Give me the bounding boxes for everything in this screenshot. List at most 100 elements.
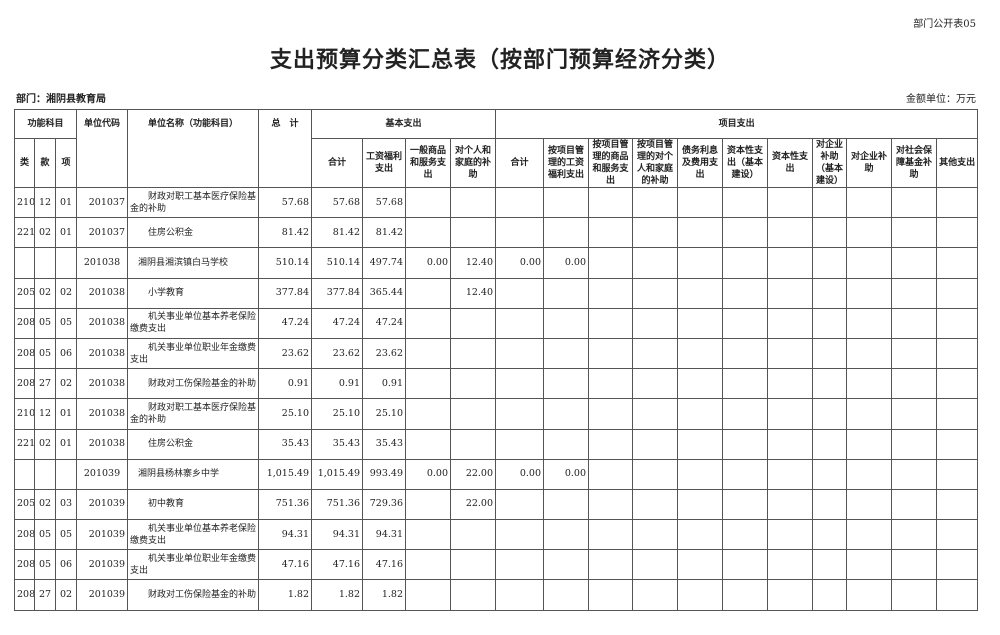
cell-total: 1,015.49	[258, 458, 312, 490]
table-row: 221 02 01 201038 住房公积金 35.43 35.43 35.43	[14, 428, 979, 460]
cell-project-amount	[846, 428, 893, 460]
cell-project-amount	[812, 549, 848, 581]
cell-project-amount	[936, 519, 979, 551]
header-xiang: 项	[55, 138, 77, 188]
cell-project-amount	[543, 277, 590, 309]
cell-basic-amount	[449, 186, 497, 219]
table-row: 210 12 01 201038 财政对职工基本医疗保险基金的补助 25.10 25.10 2…	[14, 398, 979, 430]
cell-project-amount	[722, 579, 769, 611]
cell-project-amount	[543, 428, 590, 460]
cell-unit-code: 201038	[76, 307, 128, 339]
cell-unit-name: 住房公积金	[127, 428, 259, 460]
cell-xiang	[55, 247, 77, 279]
cell-project-amount: 0.00	[543, 247, 590, 279]
cell-total: 35.43	[258, 428, 312, 460]
cell-project-amount	[543, 488, 590, 521]
cell-basic-amount: 47.24	[362, 307, 406, 339]
cell-xiang: 05	[55, 307, 77, 339]
cell-project-amount	[677, 549, 724, 581]
cell-basic-amount: 57.68	[362, 186, 406, 219]
cell-basic-amount	[449, 519, 497, 551]
table-row: 205 02 02 201038 小学教育 377.84 377.84 365.44 12.40	[14, 277, 979, 309]
page-title: 支出预算分类汇总表（按部门预算经济分类）	[269, 47, 730, 73]
header-basic-col: 对个人和家庭的补助	[449, 138, 497, 188]
cell-project-amount	[891, 519, 938, 551]
cell-project-amount	[588, 277, 634, 309]
cell-total: 94.31	[258, 519, 312, 551]
cell-kuan: 02	[34, 277, 56, 309]
cell-project-amount	[891, 277, 938, 309]
cell-unit-name: 住房公积金	[127, 217, 259, 249]
cell-project-amount	[846, 579, 893, 611]
cell-unit-name: 湘阴县湘滨镇白马学校	[127, 247, 259, 279]
cell-project-amount	[891, 549, 938, 581]
cell-project-amount	[495, 579, 545, 611]
cell-basic-amount: 0.00	[405, 247, 451, 279]
cell-project-amount	[588, 186, 634, 219]
cell-project-amount	[632, 368, 679, 400]
cell-project-amount	[543, 368, 590, 400]
header-project-col: 合计	[495, 138, 545, 188]
cell-lei: 208	[14, 549, 35, 581]
cell-lei: 221	[14, 428, 35, 460]
table-row: 201039 湘阴县杨林寨乡中学 1,015.49 1,015.49 993.49 0.0…	[14, 458, 979, 490]
cell-project-amount	[588, 458, 634, 490]
cell-total: 23.62	[258, 337, 312, 370]
cell-basic-amount: 94.31	[362, 519, 406, 551]
cell-basic-amount	[405, 186, 451, 219]
cell-project-amount	[588, 519, 634, 551]
cell-total: 0.91	[258, 368, 312, 400]
cell-project-amount	[722, 247, 769, 279]
cell-basic-amount	[405, 307, 451, 339]
cell-project-amount	[588, 398, 634, 430]
cell-xiang: 01	[55, 398, 77, 430]
cell-basic-amount: 12.40	[449, 247, 497, 279]
cell-lei: 208	[14, 519, 35, 551]
cell-project-amount	[677, 277, 724, 309]
cell-project-amount	[846, 519, 893, 551]
cell-project-amount	[722, 458, 769, 490]
cell-total: 510.14	[258, 247, 312, 279]
cell-basic-amount	[405, 579, 451, 611]
cell-basic-amount: 81.42	[311, 217, 363, 249]
cell-lei: 221	[14, 217, 35, 249]
cell-project-amount	[936, 277, 979, 309]
cell-unit-code: 201037	[76, 217, 128, 249]
table-row: 208 05 06 201038 机关事业单位职业年金缴费支出 23.62 23.62 23.…	[14, 337, 979, 370]
cell-project-amount	[812, 307, 848, 339]
budget-table: 功能科目 单位代码 单位名称（功能科目） 总 计 基本支出 项目支出 类 款 项…	[14, 109, 979, 611]
cell-kuan: 12	[34, 398, 56, 430]
cell-project-amount	[846, 398, 893, 430]
cell-project-amount	[588, 579, 634, 611]
cell-project-amount	[936, 247, 979, 279]
cell-project-amount	[632, 519, 679, 551]
header-project: 项目支出	[495, 109, 979, 139]
header-unit-code: 单位代码	[76, 109, 128, 188]
cell-project-amount	[767, 368, 814, 400]
cell-project-amount	[677, 186, 724, 219]
cell-unit-name: 初中教育	[127, 488, 259, 521]
cell-project-amount	[632, 337, 679, 370]
cell-project-amount	[632, 217, 679, 249]
cell-unit-name: 财政对职工基本医疗保险基金的补助	[127, 398, 259, 430]
cell-kuan: 27	[34, 579, 56, 611]
cell-project-amount	[722, 398, 769, 430]
cell-project-amount	[767, 307, 814, 339]
cell-basic-amount: 993.49	[362, 458, 406, 490]
cell-basic-amount	[449, 337, 497, 370]
cell-project-amount	[812, 579, 848, 611]
cell-unit-name: 财政对工伤保险基金的补助	[127, 579, 259, 611]
cell-project-amount	[632, 307, 679, 339]
cell-basic-amount: 751.36	[311, 488, 363, 521]
form-number: 部门公开表05	[913, 19, 976, 30]
cell-xiang: 02	[55, 277, 77, 309]
cell-unit-code: 201039	[76, 549, 128, 581]
department-label: 部门：湘阴县教育局	[16, 94, 106, 105]
cell-project-amount	[936, 428, 979, 460]
cell-basic-amount: 23.62	[362, 337, 406, 370]
cell-basic-amount	[405, 217, 451, 249]
cell-total: 1.82	[258, 579, 312, 611]
cell-kuan: 02	[34, 428, 56, 460]
cell-unit-code: 201039	[76, 488, 128, 521]
cell-project-amount	[891, 307, 938, 339]
